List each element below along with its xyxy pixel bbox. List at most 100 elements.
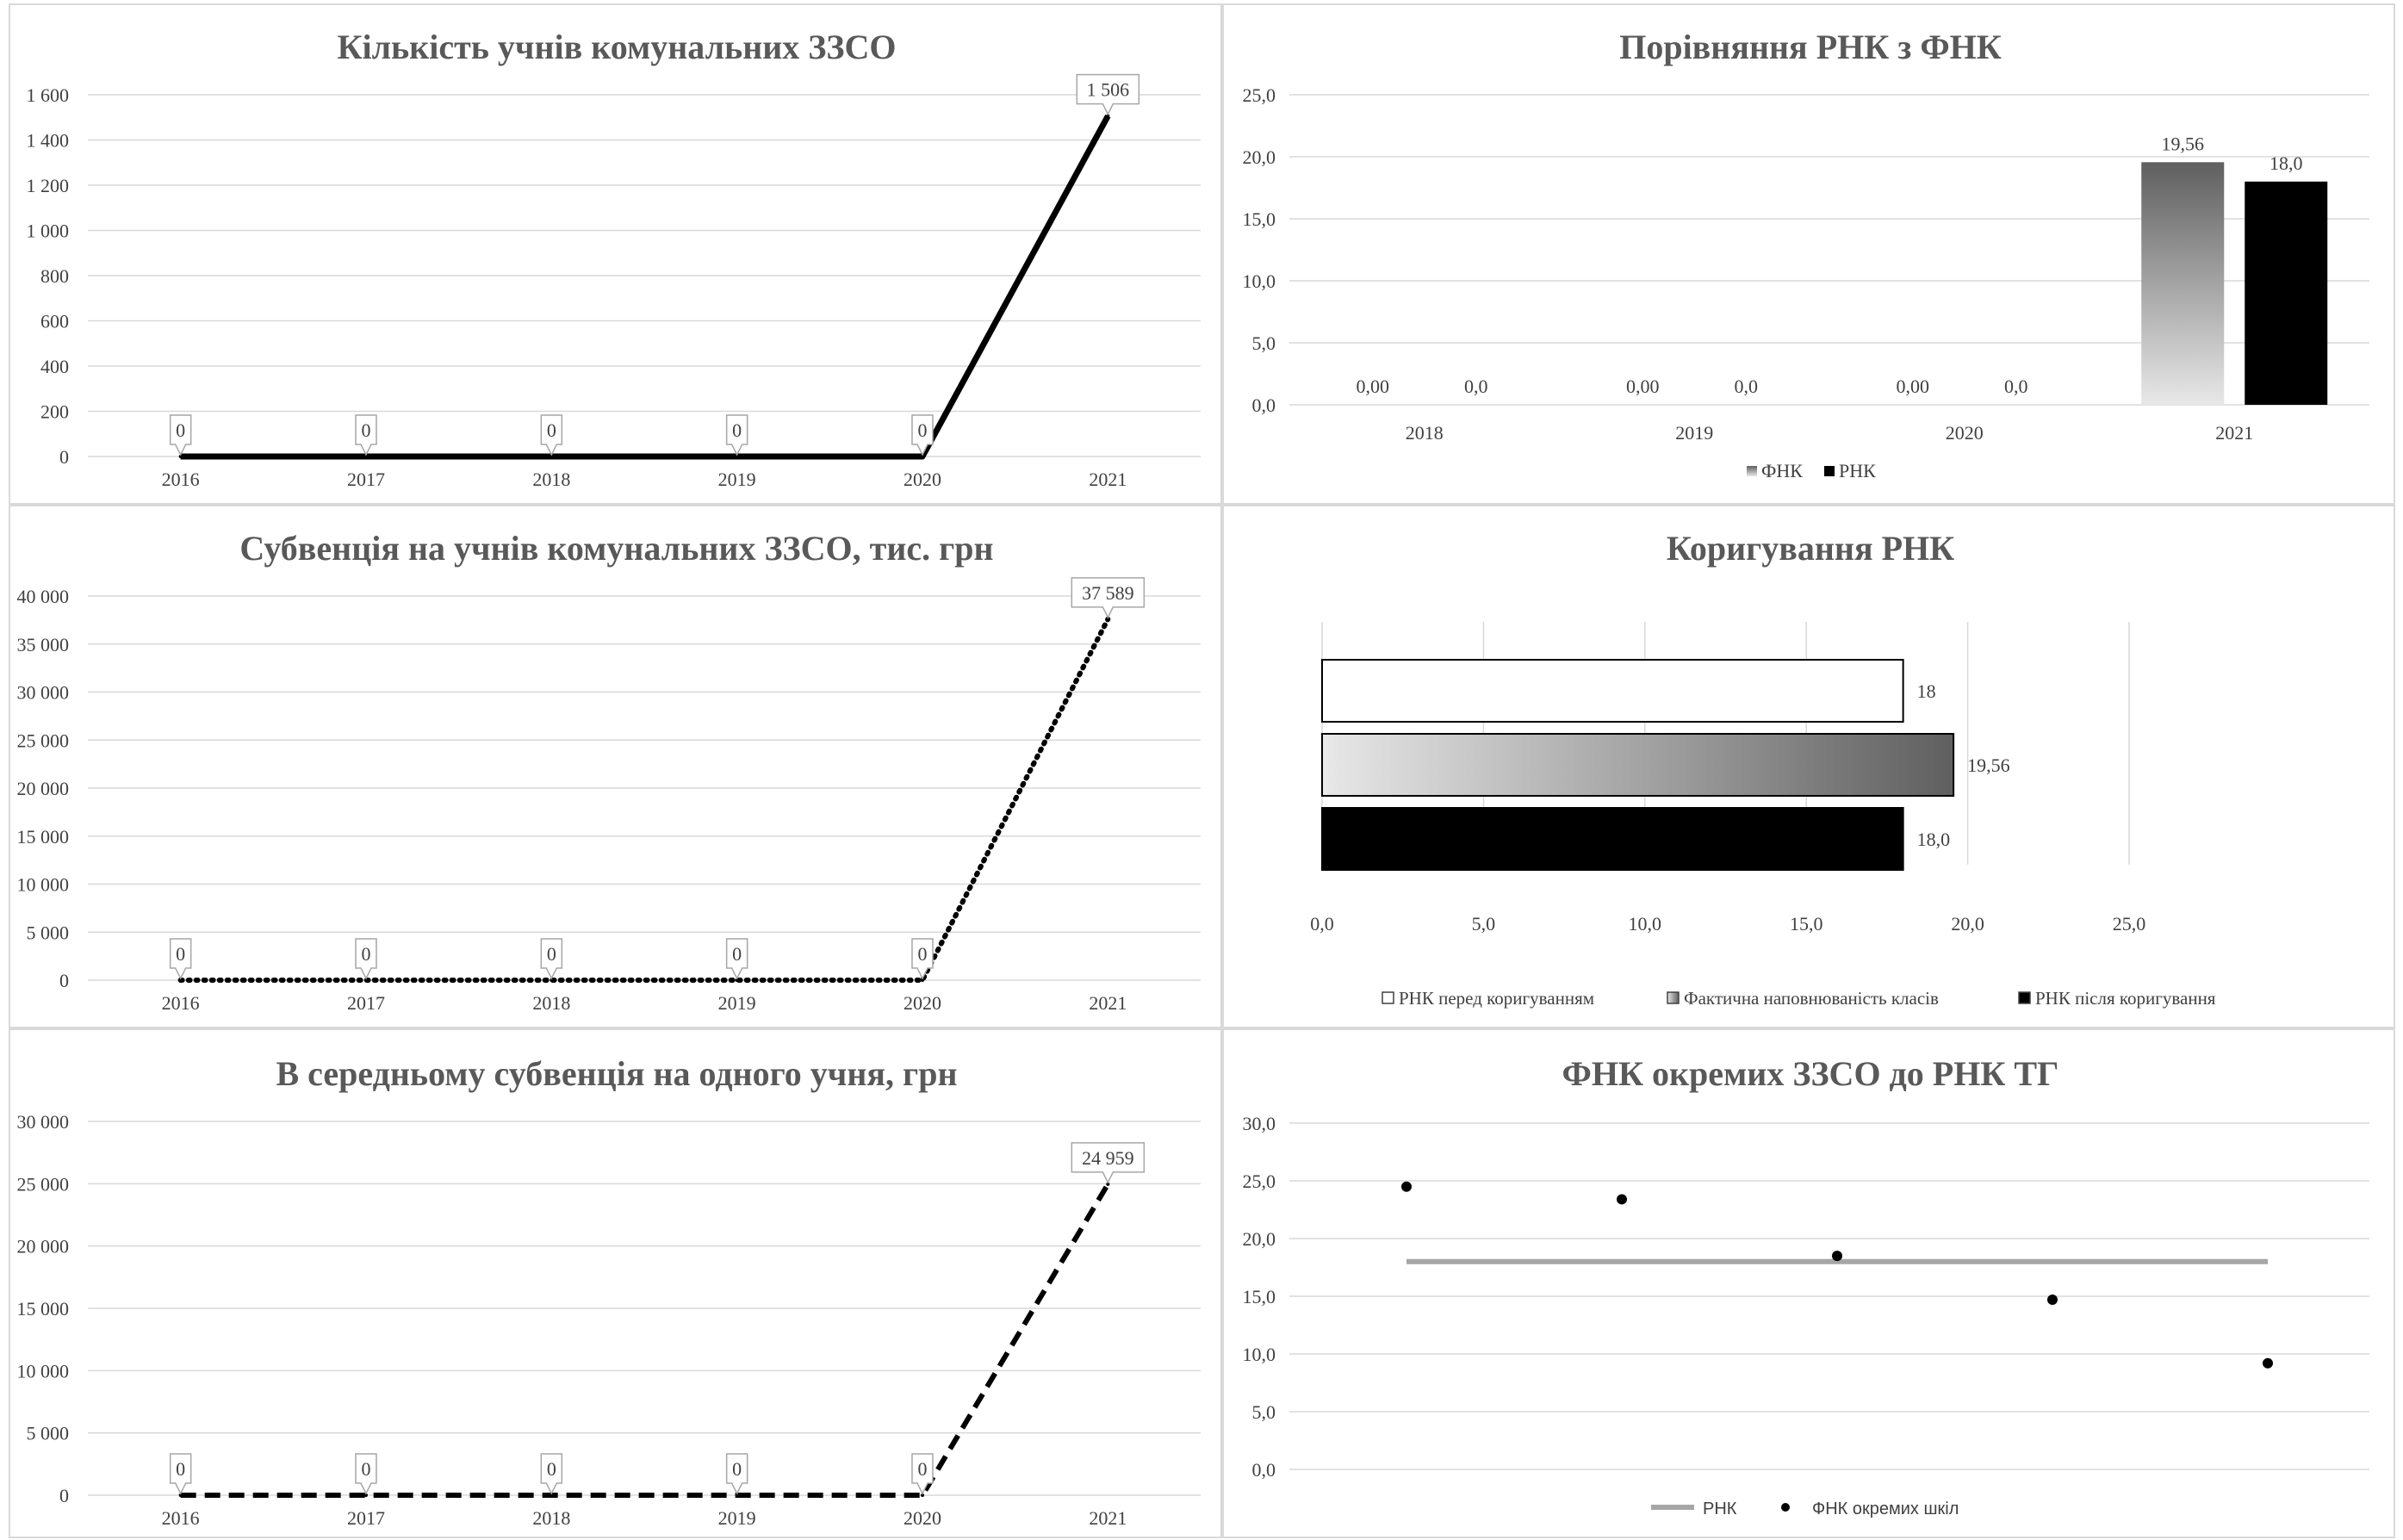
legend-swatch-school-fnk xyxy=(1781,1503,1790,1512)
data-label: 0 xyxy=(732,1458,742,1480)
data-point xyxy=(921,978,924,982)
y-tick-label: 400 xyxy=(40,356,69,377)
chart-panel-subvention-per-student: В середньому субвенція на одного учня, г… xyxy=(9,1028,1222,1538)
chart-title: Коригування РНК xyxy=(1667,529,1954,568)
data-label: 0 xyxy=(732,943,742,965)
y-tick-label: 15 000 xyxy=(17,826,70,848)
data-label-callout xyxy=(169,938,192,980)
x-tick-label: 2018 xyxy=(532,469,570,490)
y-tick-label: 30 000 xyxy=(17,682,70,704)
y-tick-label: 0,0 xyxy=(1252,1459,1276,1481)
x-tick-label: 2017 xyxy=(347,1507,385,1529)
data-point xyxy=(1106,114,1110,118)
x-tick-label: 2017 xyxy=(347,469,385,490)
bar-data-label: 0,00 xyxy=(1357,376,1390,397)
x-tick-label: 2021 xyxy=(1089,992,1127,1014)
data-label-callout xyxy=(355,938,377,980)
data-label: 0 xyxy=(362,943,371,965)
x-tick-label: 2019 xyxy=(1675,422,1713,444)
x-tick-label: 2021 xyxy=(1089,469,1127,490)
data-label-callout xyxy=(540,1453,563,1495)
y-tick-label: 25,0 xyxy=(1243,84,1276,106)
x-tick-label: 2018 xyxy=(1406,422,1444,444)
bar-data-label: 19,56 xyxy=(1967,754,2010,776)
data-label-callout xyxy=(1076,73,1140,116)
chart-subvention-per-student: В середньому субвенція на одного учня, г… xyxy=(17,1054,1201,1529)
legend-actual-fill-swatch xyxy=(1667,991,1680,1004)
bar-data-label: 0,0 xyxy=(1464,376,1488,397)
data-point xyxy=(178,978,183,982)
x-tick-label: 2017 xyxy=(347,992,385,1014)
data-label-callout xyxy=(355,414,377,456)
chart-rnk-vs-fnk: Порівняння РНК з ФНК 0,0 5,0 10,0 15,0 20,0 25… xyxy=(1243,28,2369,481)
y-tick-label: 20 000 xyxy=(17,1236,70,1257)
x-tick-label: 20,0 xyxy=(1951,913,1984,935)
legend-rnk-after-label: РНК після коригування xyxy=(2035,988,2216,1009)
chart-panel-rnk-vs-fnk: Порівняння РНК з ФНК 0,0 5,0 10,0 15,0 20,0 25… xyxy=(1222,3,2395,505)
y-tick-label: 10 000 xyxy=(17,874,70,896)
data-point xyxy=(735,1493,739,1497)
x-tick-label: 2016 xyxy=(162,992,200,1014)
y-tick-label: 10,0 xyxy=(1243,1344,1276,1365)
data-label: 0 xyxy=(176,1458,185,1480)
x-tick-label: 2016 xyxy=(162,469,200,490)
x-tick-label: 15,0 xyxy=(1790,913,1823,935)
data-label: 0 xyxy=(732,419,742,441)
y-tick-label: 15,0 xyxy=(1243,1286,1276,1307)
legend-rnk-before-swatch xyxy=(1382,991,1394,1004)
data-label-callout xyxy=(911,938,934,980)
bar-data-label: 0,00 xyxy=(1626,376,1660,397)
legend-label-fnk: ФНК xyxy=(1761,460,1803,481)
y-tick-label: 40 000 xyxy=(17,586,70,607)
data-label-callout xyxy=(1071,1142,1146,1184)
data-point xyxy=(178,455,183,458)
bar-rnk xyxy=(2245,181,2328,406)
y-tick-label: 5 000 xyxy=(27,1423,70,1444)
data-label-callout xyxy=(169,414,192,456)
x-tick-label: 2019 xyxy=(718,469,756,490)
bar-data-label: 0,00 xyxy=(1897,376,1930,397)
y-tick-label: 30,0 xyxy=(1243,1113,1276,1134)
data-point xyxy=(1106,1182,1110,1186)
y-tick-label: 25 000 xyxy=(17,730,70,751)
y-tick-label: 0,0 xyxy=(1252,394,1276,416)
y-tick-label: 0 xyxy=(59,446,69,468)
data-point xyxy=(921,1493,924,1497)
data-label-callout xyxy=(1071,577,1146,619)
data-series-line xyxy=(180,1183,1110,1498)
school-fnk-point xyxy=(2263,1357,2273,1369)
data-label: 0 xyxy=(547,419,556,441)
legend-swatch-rnk xyxy=(1824,466,1835,476)
data-series-line xyxy=(180,115,1111,460)
chart-title: Кількість учнів комунальних ЗЗСО xyxy=(337,28,896,66)
x-tick-label: 2020 xyxy=(1946,422,1984,444)
y-tick-label: 25 000 xyxy=(17,1173,70,1195)
data-label-callout xyxy=(911,1453,934,1495)
y-tick-label: 5 000 xyxy=(27,922,70,943)
legend-rnk-before-label: РНК перед коригуванням xyxy=(1399,988,1594,1009)
data-point xyxy=(735,455,739,458)
school-fnk-point xyxy=(2047,1295,2058,1306)
y-tick-label: 1 000 xyxy=(27,220,70,242)
y-tick-label: 35 000 xyxy=(17,634,70,655)
data-point xyxy=(550,1493,554,1497)
bar-data-label: 18,0 xyxy=(1917,829,1951,850)
x-tick-label: 2018 xyxy=(532,1507,570,1529)
legend-swatch-fnk xyxy=(1747,466,1757,476)
data-point xyxy=(550,978,554,982)
y-tick-label: 15,0 xyxy=(1243,208,1276,230)
y-tick-label: 1 600 xyxy=(27,84,70,106)
data-point xyxy=(735,978,739,982)
legend-label-rnk: РНК xyxy=(1839,460,1876,481)
y-tick-label: 800 xyxy=(40,265,69,287)
bar-data-label: 18 xyxy=(1917,680,1936,702)
data-label: 1 506 xyxy=(1087,79,1130,101)
data-point xyxy=(364,1493,368,1497)
y-tick-label: 30 000 xyxy=(17,1111,70,1133)
bar-rnk-before xyxy=(1321,659,1904,723)
x-tick-label: 2021 xyxy=(2215,422,2253,444)
bar-data-label: 19,56 xyxy=(2162,133,2205,154)
x-tick-label: 2020 xyxy=(903,469,941,490)
data-label: 0 xyxy=(547,943,556,965)
legend-label-school-fnk: ФНК окремих шкіл xyxy=(1812,1500,1959,1518)
